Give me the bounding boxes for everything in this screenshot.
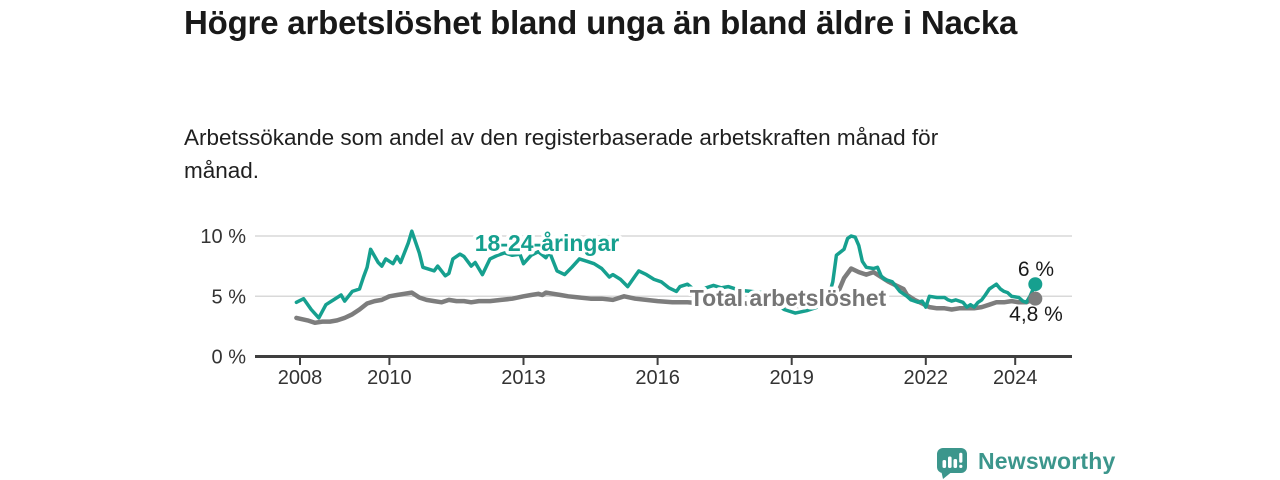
series-label: 18-24-åringar: [475, 230, 620, 256]
series-label: Total arbetslöshet: [690, 285, 887, 311]
newsworthy-brand: Newsworthy: [936, 447, 1115, 480]
series-end-dot-youth: [1028, 277, 1043, 292]
newsworthy-logo-icon: [937, 448, 967, 479]
subtitle-line-2: månad.: [184, 158, 260, 183]
x-tick-label: 2008: [278, 367, 323, 389]
series-end-dot-total: [1028, 291, 1043, 306]
x-tick-label: 2016: [635, 367, 680, 389]
x-tick-label: 2024: [993, 367, 1038, 389]
y-tick-label: 5 %: [212, 286, 247, 308]
series-line-total: [294, 266, 1038, 326]
y-tick-label: 0 %: [212, 347, 247, 369]
end-value-label: 6 %: [1018, 258, 1054, 281]
newsworthy-logo-text: Newsworthy: [978, 448, 1116, 474]
end-value-label: 4,8 %: [1009, 303, 1063, 326]
x-tick-label: 2010: [367, 367, 412, 389]
subtitle-line-1: Arbetssökande som andel av den registerb…: [184, 125, 939, 150]
page-title: Högre arbetslöshet bland unga än bland ä…: [184, 4, 1018, 41]
series-line-youth: [294, 229, 1038, 320]
x-tick-label: 2019: [769, 367, 814, 389]
y-tick-label: 10 %: [200, 226, 246, 248]
x-tick-label: 2013: [501, 367, 546, 389]
chart-subtitle: Arbetssökande som andel av den registerb…: [184, 121, 1064, 187]
x-tick-label: 2022: [904, 367, 949, 389]
